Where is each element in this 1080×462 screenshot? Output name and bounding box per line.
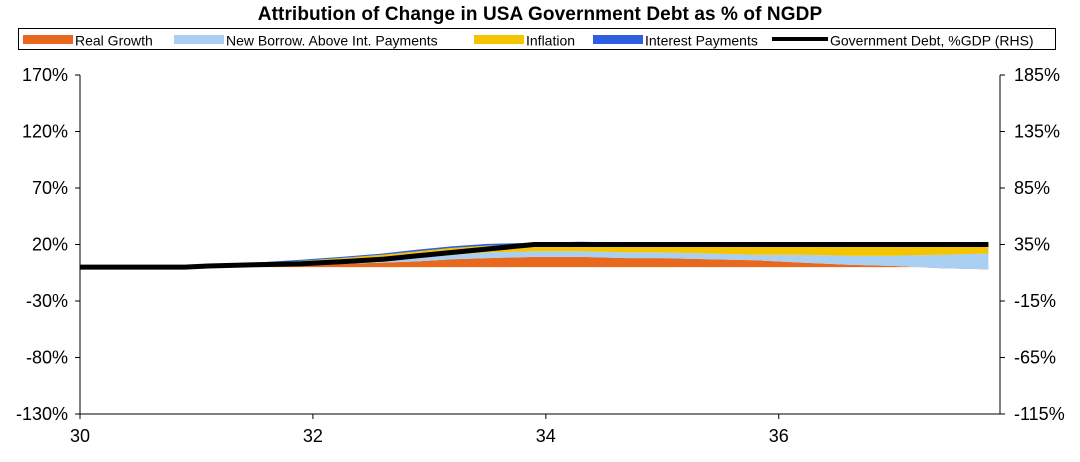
legend-label-interest-payments: Interest Payments xyxy=(645,32,758,49)
legend: Real Growth New Borrow. Above Int. Payme… xyxy=(18,28,1056,50)
legend-line-government-debt xyxy=(772,37,828,42)
y-right-tick-label: 35% xyxy=(1014,235,1050,255)
legend-item-interest-payments: Interest Payments xyxy=(593,31,758,49)
x-tick-label: 30 xyxy=(70,426,90,446)
legend-label-government-debt: Government Debt, %GDP (RHS) xyxy=(830,32,1034,49)
legend-label-real-growth: Real Growth xyxy=(75,32,153,49)
legend-label-inflation: Inflation xyxy=(526,32,576,49)
y-right-tick-label: 85% xyxy=(1014,178,1050,198)
y-left-tick-label: 70% xyxy=(32,178,68,198)
x-tick-label: 34 xyxy=(536,426,556,446)
line-government-debt xyxy=(80,242,989,270)
area-new-borrow-above-int-payments xyxy=(80,251,989,270)
y-right-tick-label: -115% xyxy=(1014,404,1065,424)
legend-item-real-growth: Real Growth xyxy=(23,31,153,49)
legend-item-inflation: Inflation xyxy=(474,31,576,49)
legend-swatch-inflation xyxy=(474,34,524,44)
legend-item-new-borrow: New Borrow. Above Int. Payments xyxy=(174,31,438,49)
y-left-tick-label: -30% xyxy=(26,291,68,311)
y-right-tick-label: 135% xyxy=(1014,122,1060,142)
y-right-tick-label: -15% xyxy=(1014,291,1056,311)
legend-swatch-interest-payments xyxy=(593,34,643,44)
y-left-tick-label: 20% xyxy=(32,235,68,255)
legend-item-government-debt: Government Debt, %GDP (RHS) xyxy=(772,31,1034,49)
y-left-tick-label: 170% xyxy=(22,65,68,85)
x-tick-label: 36 xyxy=(769,426,789,446)
y-left-tick-label: -130% xyxy=(16,404,68,424)
x-tick-label: 32 xyxy=(303,426,323,446)
legend-label-new-borrow: New Borrow. Above Int. Payments xyxy=(226,32,438,49)
chart-title: Attribution of Change in USA Government … xyxy=(257,4,823,25)
y-left-tick-label: -80% xyxy=(26,348,68,368)
y-right-tick-label: 185% xyxy=(1014,65,1060,85)
legend-swatch-new-borrow xyxy=(174,34,224,44)
y-left-tick-label: 120% xyxy=(22,122,68,142)
area-real-growth xyxy=(80,256,989,270)
y-right-tick-label: -65% xyxy=(1014,348,1056,368)
legend-swatch-real-growth xyxy=(23,34,73,44)
